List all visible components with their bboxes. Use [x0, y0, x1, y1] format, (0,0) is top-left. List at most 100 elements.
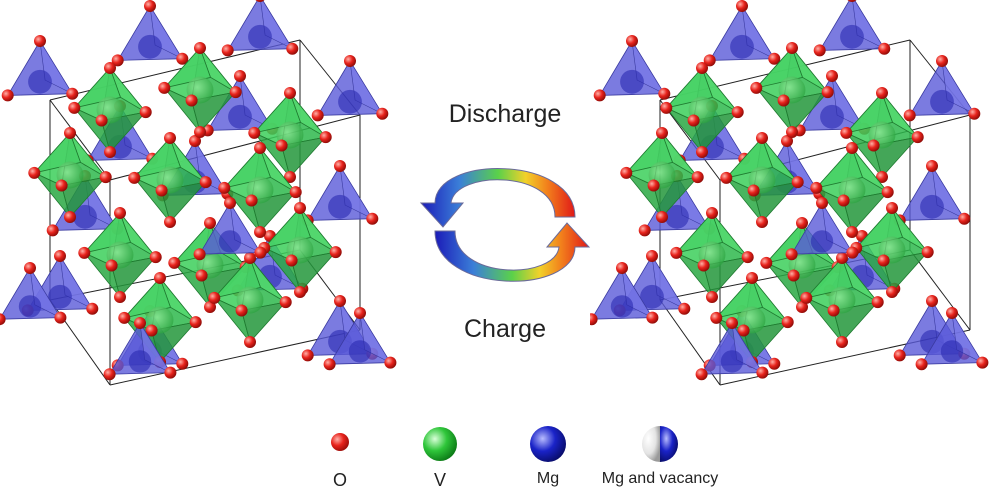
oxygen-atom	[24, 262, 36, 274]
legend-item-mg-vacancy: Mg and vacancy	[560, 410, 760, 502]
magnesium-tetrahedron	[103, 317, 177, 381]
oxygen-atom	[245, 194, 258, 207]
vanadium-octahedron	[620, 127, 704, 223]
oxygen-atom	[376, 107, 389, 120]
oxygen-atom	[646, 250, 658, 262]
oxygen-atom	[846, 226, 858, 238]
oxygen-atom	[756, 216, 768, 228]
oxygen-atom	[218, 181, 231, 194]
oxygen-atom	[816, 197, 828, 209]
oxygen-atom	[111, 54, 124, 67]
oxygen-atom	[656, 211, 668, 223]
oxygen-atom	[871, 296, 884, 309]
magnesium-tetrahedron	[813, 0, 891, 57]
oxygen-atom	[786, 126, 798, 138]
oxygen-atom	[786, 42, 798, 54]
vanadium-octahedron	[158, 42, 242, 138]
oxygen-atom	[285, 254, 298, 267]
oxygen-atom	[64, 211, 76, 223]
discharge-label: Discharge	[448, 100, 562, 128]
oxygen-atom	[881, 186, 894, 199]
oxygen-atom	[344, 55, 356, 67]
oxygen-atom	[235, 304, 248, 317]
oxygen-atom	[104, 146, 116, 158]
magnesium-tetrahedron	[593, 35, 671, 102]
magnesium-tetrahedron	[301, 160, 379, 227]
vanadium-octahedron	[840, 87, 924, 183]
oxygen-atom	[593, 89, 606, 102]
oxygen-atom	[840, 126, 853, 139]
oxygen-atom	[176, 357, 189, 370]
oxygen-atom	[103, 368, 116, 381]
oxygen-atom	[168, 256, 181, 269]
legend-label-magnesium: Mg	[536, 470, 560, 487]
legend-label-oxygen: O	[332, 470, 347, 490]
oxygen-atom	[737, 324, 750, 337]
oxygen-atom	[837, 194, 850, 207]
legend-item-magnesium: Mg	[448, 410, 648, 502]
oxygen-atom	[670, 246, 683, 259]
oxygen-atom	[777, 94, 790, 107]
vanadium-octahedron	[670, 207, 754, 303]
oxygen-atom	[221, 44, 234, 57]
charge-arrow	[434, 222, 591, 282]
oxygen-atom	[149, 251, 162, 264]
vanadium-octahedron	[68, 62, 152, 158]
oxygen-atom	[86, 302, 99, 315]
oxygen-atom	[747, 184, 760, 197]
legend-item-vanadium: V	[340, 410, 540, 502]
oxygen-atom	[254, 142, 266, 154]
oxygen-atom	[741, 251, 754, 264]
magnesium-tetrahedron	[323, 307, 397, 371]
oxygen-atom	[827, 304, 840, 317]
oxygen-atom	[54, 311, 67, 324]
legend-item-oxygen: O	[240, 410, 440, 502]
vanadium-octahedron	[28, 127, 112, 223]
oxygen-atom	[915, 358, 928, 371]
oxygen-atom	[254, 246, 267, 259]
oxygen-atom	[926, 295, 938, 307]
oxygen-atom	[139, 106, 152, 119]
oxygen-atom	[354, 307, 366, 319]
oxygen-atom	[756, 366, 769, 379]
magnesium-tetrahedron	[793, 70, 871, 137]
oxygen-atom	[329, 246, 342, 259]
discharge-arrow	[419, 168, 576, 228]
oxygen-atom	[244, 252, 256, 264]
oxygen-atom	[46, 224, 59, 237]
vanadium-octahedron	[750, 42, 834, 138]
oxygen-atom	[810, 181, 823, 194]
vanadium-octahedron	[118, 272, 202, 368]
oxygen-atom	[164, 216, 176, 228]
oxygen-atom	[878, 42, 891, 55]
oxygen-atom	[867, 139, 880, 152]
oxygen-atom	[95, 114, 108, 127]
oxygen-sphere-icon	[331, 433, 349, 451]
oxygen-atom	[64, 127, 76, 139]
oxygen-atom	[760, 256, 773, 269]
oxygen-atom	[234, 70, 246, 82]
magnesium-tetrahedron	[893, 160, 971, 227]
oxygen-atom	[678, 302, 691, 315]
oxygen-atom	[104, 62, 116, 74]
oxygen-atom	[876, 87, 888, 99]
oxygen-atom	[189, 135, 201, 147]
oxygen-atom	[958, 212, 971, 225]
oxygen-atom	[921, 246, 934, 259]
oxygen-atom	[706, 291, 718, 303]
vanadium-octahedron	[218, 142, 302, 238]
oxygen-atom	[876, 171, 888, 183]
vanadium-octahedron	[810, 142, 894, 238]
oxygen-atom	[154, 272, 166, 284]
crystal-structure-after	[590, 0, 989, 386]
oxygen-atom	[720, 171, 733, 184]
oxygen-atom	[294, 286, 306, 298]
vanadium-sphere-icon	[423, 427, 457, 461]
oxygen-atom	[229, 86, 242, 99]
oxygen-atom	[787, 269, 800, 282]
oxygen-atom	[158, 81, 171, 94]
oxygen-atom	[706, 207, 718, 219]
crystal-structure-before	[0, 0, 397, 386]
oxygen-atom	[34, 35, 46, 47]
